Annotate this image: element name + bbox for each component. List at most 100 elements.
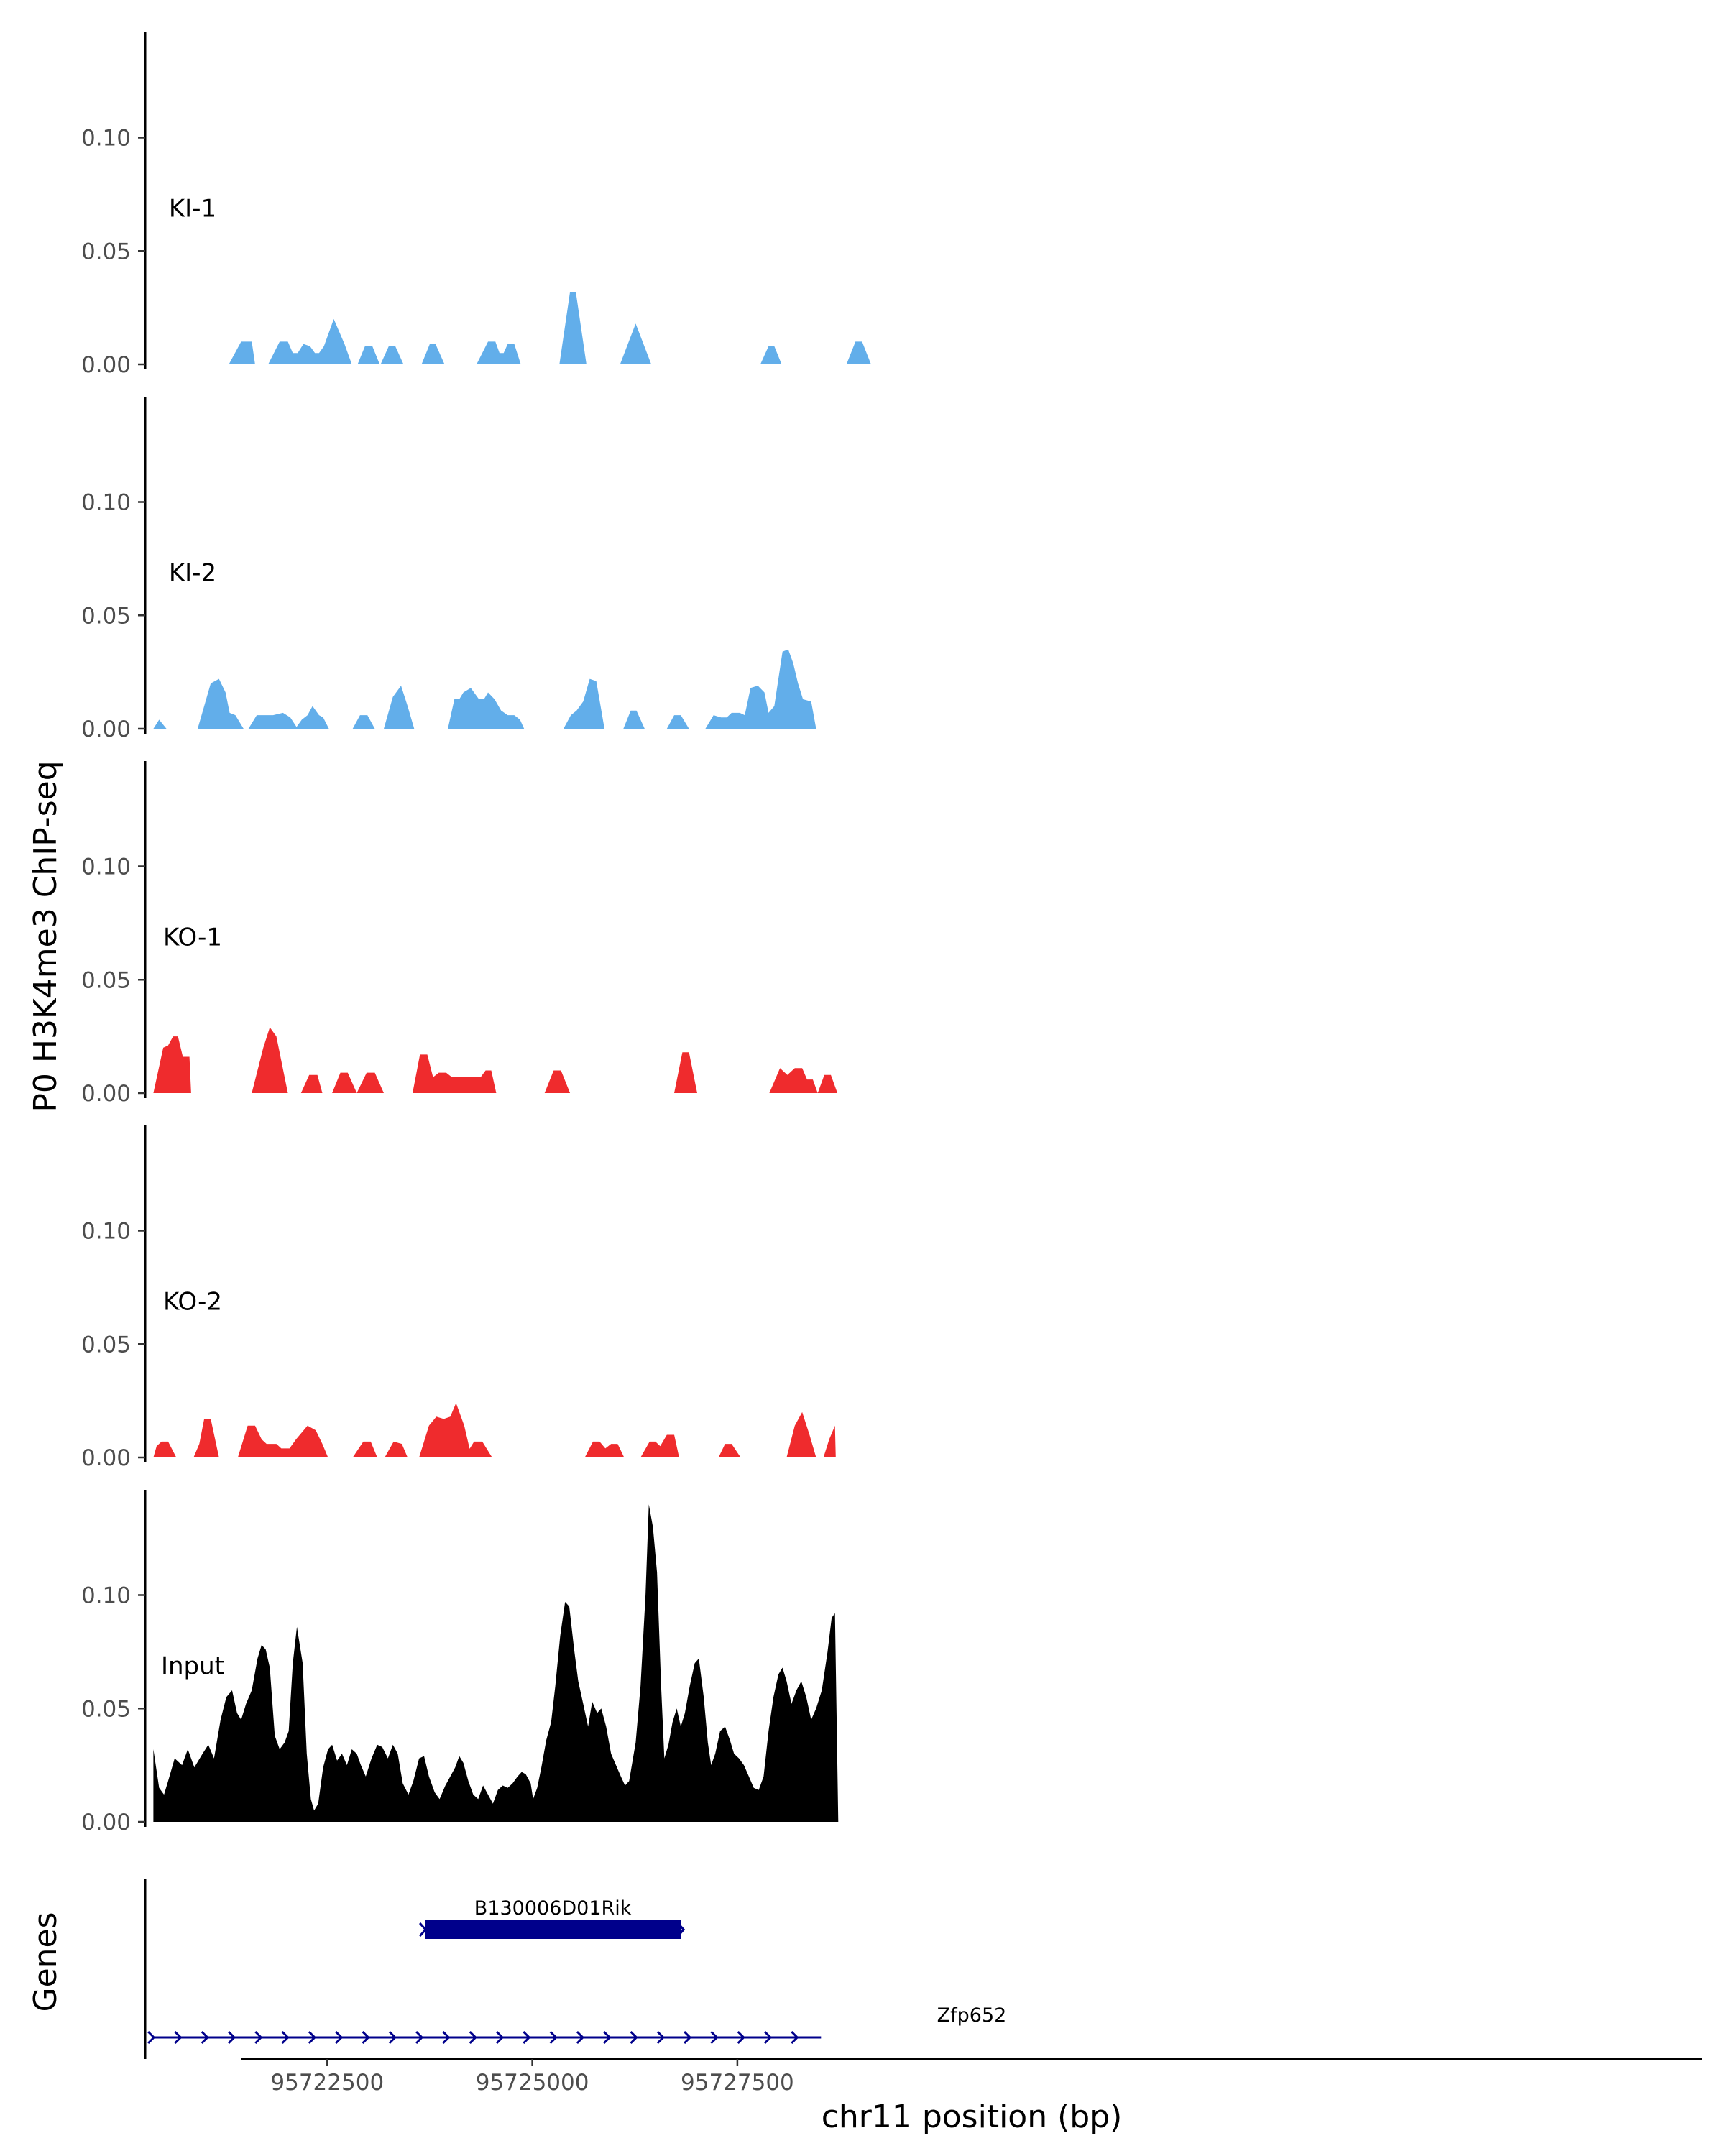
y-tick-label: 0.00 xyxy=(81,1445,131,1471)
signal-peak xyxy=(153,1441,177,1457)
track-label: Input xyxy=(161,1651,224,1680)
signal-peak xyxy=(237,1425,328,1457)
strand-arrow xyxy=(362,2030,370,2045)
track-ko-2: 0.00 0.05 0.10 KO-2 xyxy=(81,1125,836,1471)
y-tick-label: 0.00 xyxy=(81,1810,131,1835)
y-tick-label: 0.10 xyxy=(81,854,131,880)
signal-peak xyxy=(419,1403,472,1457)
gene-zfp652: Zfp652 xyxy=(147,2004,1007,2045)
signal-peak xyxy=(620,323,652,364)
signal-peak xyxy=(384,686,415,729)
x-tick-label: 95725000 xyxy=(476,2070,589,2096)
signal-peak xyxy=(385,1441,408,1457)
strand-arrow xyxy=(469,2030,477,2045)
strand-arrow xyxy=(254,2030,263,2045)
y-tick-label: 0.00 xyxy=(81,717,131,742)
y-tick-label: 0.00 xyxy=(81,1081,131,1107)
track-label: KI-1 xyxy=(169,194,216,223)
strand-arrow xyxy=(495,2030,505,2045)
signal-peak xyxy=(769,1068,818,1093)
signal-peak xyxy=(300,1074,323,1093)
track-ki-1: 0.00 0.05 0.10 KI-1 xyxy=(81,32,871,378)
signal-peak xyxy=(153,1036,191,1093)
strand-arrow xyxy=(549,2030,558,2045)
signal-peak xyxy=(544,1070,571,1093)
strand-arrow xyxy=(227,2030,236,2045)
y-tick-label: 0.05 xyxy=(81,1696,131,1722)
signal-peak xyxy=(464,1441,492,1457)
signal-peak xyxy=(705,649,816,729)
strand-arrow xyxy=(147,2030,156,2045)
strand-arrow xyxy=(791,2030,799,2045)
y-axis-title: P0 H3K4me3 ChIP-seq xyxy=(27,760,64,1112)
strand-arrow xyxy=(710,2030,719,2045)
signal-peak xyxy=(640,1434,679,1457)
track-ki-2: 0.00 0.05 0.10 KI-2 xyxy=(81,397,816,742)
strand-arrow xyxy=(523,2030,531,2045)
strand-arrow xyxy=(677,1922,686,1937)
signal-peak xyxy=(584,1441,625,1457)
signal-peak xyxy=(295,706,329,729)
x-axis-title: chr11 position (bp) xyxy=(822,2099,1123,2135)
signal-peak xyxy=(352,1441,377,1457)
signal-peak xyxy=(352,715,375,729)
signal-tracks: 0.00 0.05 0.10 KI-1 0.00 0.05 0.10 KI-2 0.00 0.05… xyxy=(81,32,871,1835)
signal-peak xyxy=(674,1052,697,1093)
strand-arrow xyxy=(684,2030,692,2045)
signal-peak xyxy=(357,346,380,364)
gene-exon-bar xyxy=(425,1920,681,1939)
gene-b130006d01rik: B130006D01Rik xyxy=(418,1897,686,1939)
y-tick-label: 0.05 xyxy=(81,603,131,629)
strand-arrow xyxy=(630,2030,638,2045)
signal-peak xyxy=(248,712,298,729)
signal-peak xyxy=(823,1425,836,1457)
signal-peak xyxy=(153,719,167,729)
x-tick-label: 95722500 xyxy=(270,2070,384,2096)
gene-track: B130006D01Rik Zfp652 xyxy=(144,1879,1007,2059)
signal-peak xyxy=(623,710,645,729)
gene-label: B130006D01Rik xyxy=(474,1897,632,1920)
signal-peak xyxy=(421,344,445,364)
strand-arrow xyxy=(308,2030,317,2045)
signal-peak xyxy=(786,1411,816,1457)
signal-peak xyxy=(153,1504,839,1822)
signal-peak xyxy=(718,1444,741,1457)
strand-arrow xyxy=(656,2030,665,2045)
signal-peak xyxy=(193,1419,219,1457)
x-tick-label: 95727500 xyxy=(681,2070,794,2096)
signal-peak xyxy=(229,341,255,364)
signal-peak xyxy=(846,341,871,364)
signal-peak xyxy=(564,678,604,729)
strand-arrow xyxy=(335,2030,344,2045)
strand-arrow xyxy=(576,2030,585,2045)
track-label: KO-2 xyxy=(163,1287,222,1316)
y-tick-label: 0.10 xyxy=(81,1219,131,1245)
strand-arrow xyxy=(418,1922,428,1937)
signal-peak xyxy=(198,678,244,729)
strand-arrow xyxy=(201,2030,209,2045)
signal-peak xyxy=(380,346,404,364)
signal-peak xyxy=(817,1074,838,1093)
strand-arrow xyxy=(737,2030,745,2045)
y-tick-label: 0.10 xyxy=(81,1583,131,1609)
y-tick-label: 0.00 xyxy=(81,352,131,378)
strand-arrow xyxy=(415,2030,424,2045)
genes-axis-title: Genes xyxy=(27,1912,64,2012)
signal-peak xyxy=(760,346,782,364)
signal-peak xyxy=(477,341,521,364)
signal-peak xyxy=(448,688,525,729)
y-tick-label: 0.10 xyxy=(81,490,131,516)
signal-peak xyxy=(356,1072,384,1093)
gene-label: Zfp652 xyxy=(937,2004,1007,2027)
signal-peak xyxy=(559,292,586,364)
y-tick-label: 0.05 xyxy=(81,967,131,993)
signal-peak xyxy=(252,1027,288,1093)
track-ko-1: 0.00 0.05 0.10 KO-1 xyxy=(81,761,838,1107)
track-input: 0.00 0.05 0.10 Input xyxy=(81,1490,839,1835)
strand-arrow xyxy=(603,2030,612,2045)
strand-arrow xyxy=(281,2030,290,2045)
signal-peak xyxy=(268,318,352,364)
strand-arrow xyxy=(174,2030,183,2045)
strand-arrow xyxy=(442,2030,451,2045)
